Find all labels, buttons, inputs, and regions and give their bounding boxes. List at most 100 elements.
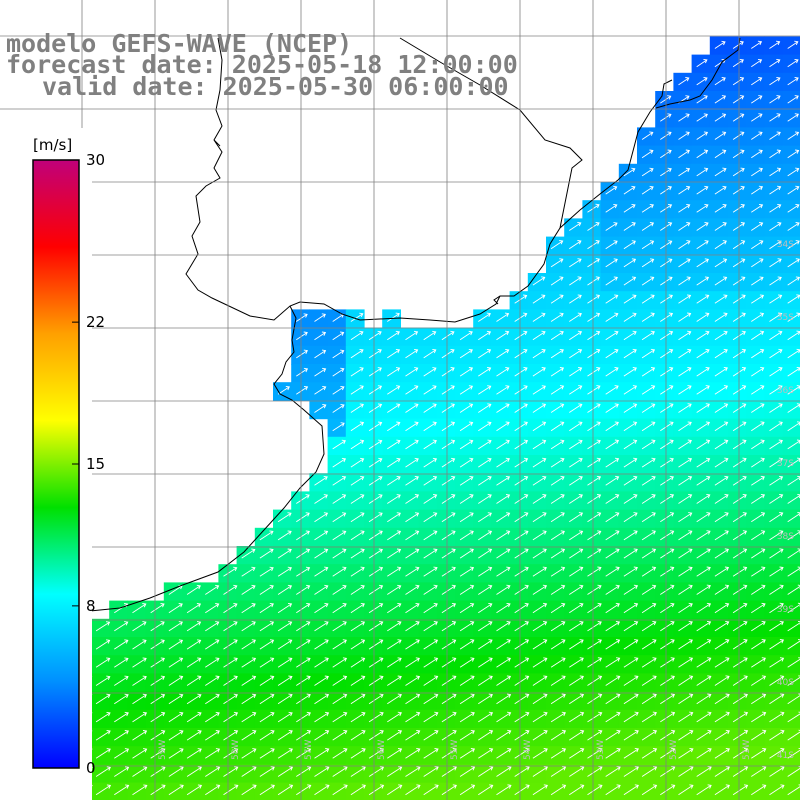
wind-arrow: [296, 621, 311, 632]
wind-arrow: [441, 421, 456, 432]
wind-arrow: [441, 621, 457, 632]
wind-arrow: [641, 348, 656, 359]
wind-arrow: [350, 729, 366, 741]
wind-arrow: [714, 385, 729, 395]
wind-arrow: [296, 385, 309, 395]
wind-arrow: [514, 657, 530, 668]
wind-arrow: [587, 475, 602, 486]
wind-arrow: [550, 729, 567, 741]
wind-arrow: [660, 548, 675, 559]
wind-arrow: [478, 494, 492, 504]
wind-arrow: [678, 222, 691, 231]
wind-arrow: [459, 348, 473, 359]
wind-arrow: [314, 711, 330, 723]
wind-arrow: [641, 276, 655, 286]
wind-arrow: [150, 639, 165, 650]
wind-arrow: [314, 748, 330, 759]
wind-arrow: [532, 494, 547, 504]
wind-arrow: [732, 675, 748, 686]
wind-arrow: [623, 494, 638, 504]
wind-arrow: [732, 403, 747, 413]
wind-arrow: [605, 222, 618, 231]
wind-cell: [655, 782, 674, 800]
wind-arrow: [532, 584, 548, 595]
wind-arrow: [550, 584, 566, 595]
wind-arrow: [241, 748, 257, 759]
wind-arrow: [569, 766, 585, 777]
wind-arrow: [241, 784, 257, 796]
wind-arrow: [532, 421, 547, 432]
wind-arrow: [550, 512, 565, 523]
wind-arrow: [714, 693, 730, 705]
wind-arrow: [350, 602, 365, 614]
wind-arrow: [678, 348, 692, 359]
wind-arrow: [769, 330, 783, 341]
wind-arrow: [423, 367, 437, 377]
wind-arrow: [587, 766, 603, 777]
wind-arrow: [678, 747, 694, 759]
wind-arrow: [605, 258, 618, 268]
wind-arrow: [587, 494, 602, 504]
wind-arrow: [259, 748, 275, 759]
wind-arrow: [459, 548, 474, 559]
wind-arrow: [787, 348, 800, 359]
colorbar-ticks: 30 22 15 8 0: [72, 151, 105, 777]
wind-arrow: [569, 294, 582, 304]
wind-arrow: [205, 784, 221, 796]
wind-arrow: [514, 385, 528, 395]
wind-arrow: [405, 566, 420, 577]
wind-arrow: [696, 693, 712, 705]
wind-arrow: [641, 330, 655, 341]
wind-arrow: [623, 512, 638, 523]
wind-arrow: [95, 621, 111, 632]
wind-arrow: [441, 784, 457, 796]
wind-arrow: [423, 693, 439, 705]
wind-arrow: [769, 421, 783, 432]
wind-arrow: [605, 276, 618, 286]
wind-cell: [546, 782, 565, 800]
wind-arrow: [751, 584, 766, 595]
wind-arrow: [350, 403, 364, 413]
wind-arrow: [605, 747, 621, 759]
wind-arrow: [550, 602, 566, 614]
wind-arrow: [114, 657, 129, 668]
wind-arrow: [550, 657, 566, 668]
wind-arrow: [587, 348, 601, 359]
wind-arrow: [569, 747, 585, 759]
wind-arrow: [751, 457, 765, 468]
wind-arrow: [441, 512, 456, 523]
wind-arrow: [623, 620, 639, 632]
wind-arrow: [296, 313, 308, 322]
wind-arrow: [569, 729, 585, 741]
wind-arrow: [332, 422, 345, 432]
lon-label: 52W: [669, 740, 679, 760]
wind-arrow: [368, 385, 383, 395]
wind-arrow: [678, 602, 693, 614]
wind-arrow: [732, 747, 749, 759]
wind-arrow: [623, 439, 638, 450]
wind-arrow: [714, 766, 730, 777]
wind-arrow: [714, 131, 727, 140]
wind-arrow: [332, 439, 346, 450]
wind-arrow: [751, 167, 763, 177]
wind-arrow: [587, 548, 602, 559]
wind-arrow: [641, 693, 657, 705]
wind-arrow: [532, 475, 547, 486]
lat-label: 35S: [777, 313, 794, 323]
wind-arrow: [641, 512, 656, 523]
wind-arrow: [751, 475, 765, 486]
colorbar-tick-label: 22: [86, 313, 105, 331]
wind-arrow: [223, 693, 238, 705]
wind-cell: [364, 782, 383, 800]
wind-arrow: [623, 584, 639, 595]
colorbar: [m/s] 30 22 15 8 0: [0, 128, 105, 800]
wind-arrow: [623, 711, 639, 723]
wind-arrow: [696, 493, 711, 504]
wind-arrow: [769, 312, 783, 322]
wind-arrow: [95, 730, 111, 741]
wind-arrow: [132, 711, 148, 723]
wind-arrow: [350, 748, 366, 759]
wind-arrow: [114, 693, 129, 705]
wind-arrow: [769, 457, 784, 468]
wind-arrow: [496, 348, 510, 359]
